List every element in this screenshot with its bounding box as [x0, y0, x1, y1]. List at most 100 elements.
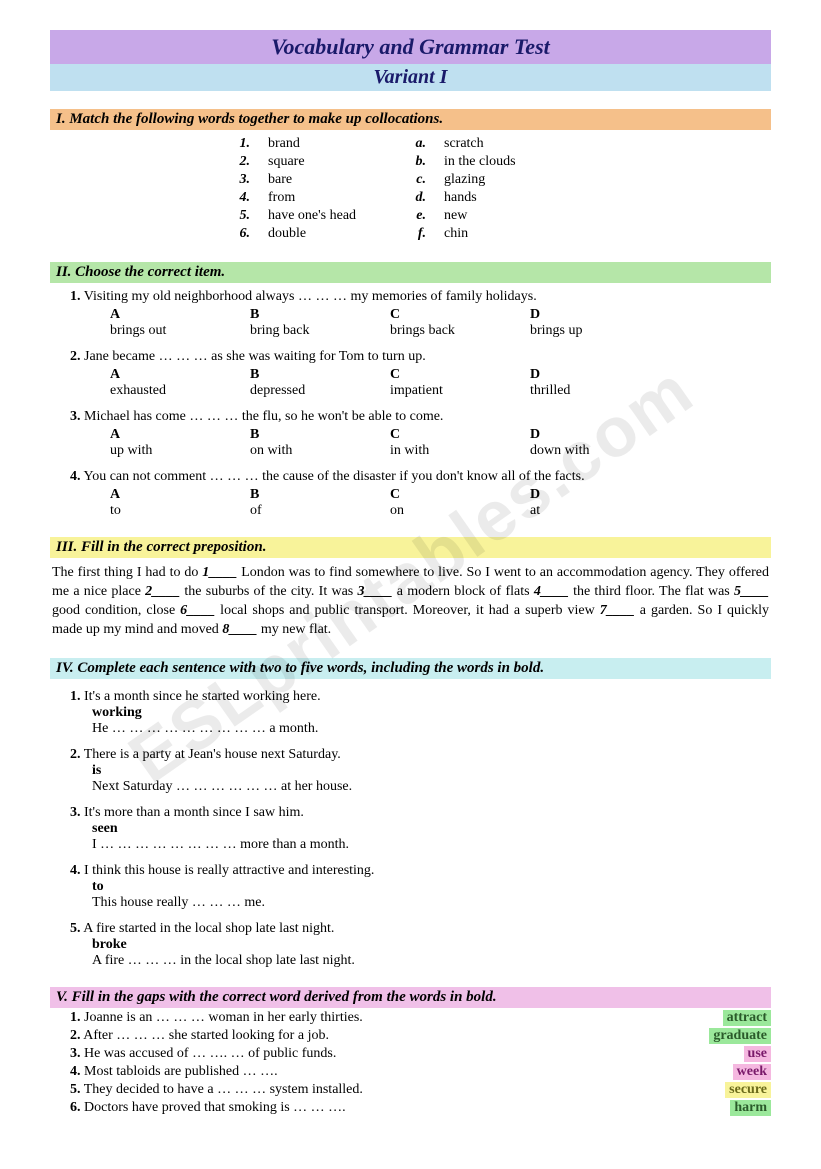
item-number: 2.: [70, 747, 81, 762]
transform-item: 3. It's more than a month since I saw hi…: [70, 805, 771, 853]
option-b: Bof: [250, 487, 390, 519]
item-keyword: is: [92, 763, 771, 779]
item-number: 4.: [70, 863, 81, 878]
text: a modern block of flats: [392, 584, 533, 599]
blank-8: 8____: [222, 622, 257, 637]
item-number: 1.: [70, 1010, 81, 1025]
match-right-text: in the clouds: [436, 154, 524, 170]
option-d: Dat: [530, 487, 670, 519]
derivation-row: 4. Most tabloids are published … ….week: [70, 1064, 771, 1080]
text: local shops and public transport. Moreov…: [215, 603, 600, 618]
question-number: 1.: [70, 289, 81, 304]
derivation-text: 3. He was accused of … …. … of public fu…: [70, 1046, 744, 1062]
question-text: 1. Visiting my old neighborhood always ……: [70, 289, 771, 305]
derivation-text: 2. After … … … she started looking for a…: [70, 1028, 709, 1044]
section3-heading: III. Fill in the correct preposition.: [50, 537, 771, 558]
derivation-word: secure: [725, 1082, 771, 1098]
section5-heading: V. Fill in the gaps with the correct wor…: [50, 987, 771, 1008]
section2-questions: 1. Visiting my old neighborhood always ……: [50, 289, 771, 519]
match-left-num: 2.: [222, 154, 258, 170]
option-c: Cbrings back: [390, 307, 530, 339]
match-left-text: bare: [260, 172, 396, 188]
item-keyword: to: [92, 879, 771, 895]
option-a: Ato: [110, 487, 250, 519]
item-line2: He … … … … … … … … … a month.: [92, 721, 771, 737]
question-block: 3. Michael has come … … … the flu, so he…: [70, 409, 771, 459]
option-a: Abrings out: [110, 307, 250, 339]
options-row: Aup withBon withCin withDdown with: [110, 427, 771, 459]
transform-item: 2. There is a party at Jean's house next…: [70, 747, 771, 795]
match-row: 4.fromd.hands: [222, 190, 524, 206]
match-right-letter: a.: [398, 136, 434, 152]
item-keyword: seen: [92, 821, 771, 837]
match-left-text: brand: [260, 136, 396, 152]
match-row: 5.have one's heade.new: [222, 208, 524, 224]
option-d: Dthrilled: [530, 367, 670, 399]
question-text: 2. Jane became … … … as she was waiting …: [70, 349, 771, 365]
derivation-row: 6. Doctors have proved that smoking is ……: [70, 1100, 771, 1116]
item-keyword: working: [92, 705, 771, 721]
item-number: 5.: [70, 1082, 81, 1097]
match-row: 3.barec.glazing: [222, 172, 524, 188]
derivation-text: 1. Joanne is an … … … woman in her early…: [70, 1010, 723, 1026]
section4-items: 1. It's a month since he started working…: [50, 689, 771, 969]
option-c: Cimpatient: [390, 367, 530, 399]
match-left-text: have one's head: [260, 208, 396, 224]
option-c: Con: [390, 487, 530, 519]
page-subtitle: Variant I: [50, 64, 771, 91]
option-b: Bdepressed: [250, 367, 390, 399]
option-b: Bbring back: [250, 307, 390, 339]
options-row: Abrings outBbring backCbrings backDbring…: [110, 307, 771, 339]
option-c: Cin with: [390, 427, 530, 459]
match-left-num: 6.: [222, 226, 258, 242]
blank-7: 7____: [600, 603, 635, 618]
section3-paragraph: The first thing I had to do 1____ London…: [52, 564, 769, 640]
blank-3: 3____: [357, 584, 392, 599]
match-left-num: 1.: [222, 136, 258, 152]
match-table: 1.branda.scratch 2.squareb.in the clouds 3…: [220, 134, 526, 244]
item-number: 4.: [70, 1064, 81, 1079]
match-row: 1.branda.scratch: [222, 136, 524, 152]
derivation-row: 2. After … … … she started looking for a…: [70, 1028, 771, 1044]
match-right-text: scratch: [436, 136, 524, 152]
transform-item: 4. I think this house is really attracti…: [70, 863, 771, 911]
question-text: 3. Michael has come … … … the flu, so he…: [70, 409, 771, 425]
option-d: Ddown with: [530, 427, 670, 459]
blank-6: 6____: [180, 603, 215, 618]
page-title: Vocabulary and Grammar Test: [50, 30, 771, 64]
derivation-word: use: [744, 1046, 771, 1062]
item-keyword: broke: [92, 937, 771, 953]
blank-1: 1____: [202, 565, 237, 580]
item-number: 5.: [70, 921, 81, 936]
option-d: Dbrings up: [530, 307, 670, 339]
section1-heading: I. Match the following words together to…: [50, 109, 771, 130]
item-line2: A fire … … … in the local shop late last…: [92, 953, 771, 969]
match-right-letter: b.: [398, 154, 434, 170]
match-row: 2.squareb.in the clouds: [222, 154, 524, 170]
options-row: AexhaustedBdepressedCimpatientDthrilled: [110, 367, 771, 399]
item-number: 6.: [70, 1100, 81, 1115]
question-block: 2. Jane became … … … as she was waiting …: [70, 349, 771, 399]
derivation-text: 5. They decided to have a … … … system i…: [70, 1082, 725, 1098]
text: the third floor. The flat was: [569, 584, 734, 599]
item-line1: 1. It's a month since he started working…: [70, 689, 771, 705]
item-line1: 3. It's more than a month since I saw hi…: [70, 805, 771, 821]
question-number: 4.: [70, 469, 81, 484]
match-right-letter: d.: [398, 190, 434, 206]
blank-2: 2____: [145, 584, 180, 599]
match-left-text: double: [260, 226, 396, 242]
options-row: AtoBofConDat: [110, 487, 771, 519]
item-line1: 2. There is a party at Jean's house next…: [70, 747, 771, 763]
section4-heading: IV. Complete each sentence with two to f…: [50, 658, 771, 679]
transform-item: 5. A fire started in the local shop late…: [70, 921, 771, 969]
question-number: 2.: [70, 349, 81, 364]
derivation-row: 5. They decided to have a … … … system i…: [70, 1082, 771, 1098]
derivation-text: 4. Most tabloids are published … ….: [70, 1064, 733, 1080]
item-line1: 4. I think this house is really attracti…: [70, 863, 771, 879]
match-right-letter: f.: [398, 226, 434, 242]
match-right-text: glazing: [436, 172, 524, 188]
option-b: Bon with: [250, 427, 390, 459]
derivation-text: 6. Doctors have proved that smoking is ……: [70, 1100, 730, 1116]
option-a: Aexhausted: [110, 367, 250, 399]
match-left-text: from: [260, 190, 396, 206]
